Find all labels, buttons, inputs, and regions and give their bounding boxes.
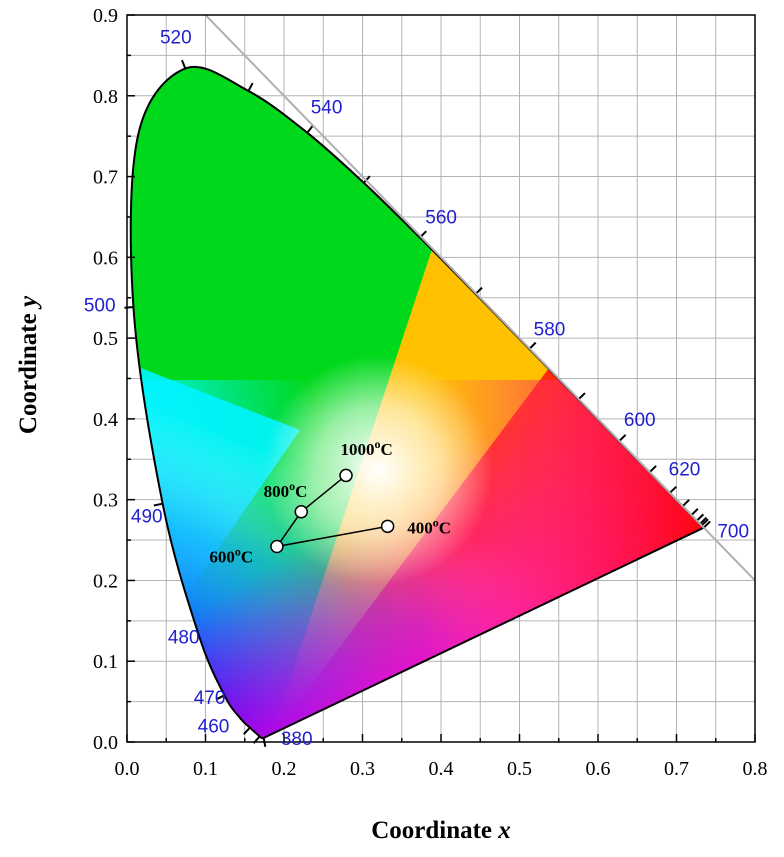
wavelength-label: 600 [624,410,656,431]
x-tick-label: 0.7 [664,758,689,780]
wavelength-tick [153,502,163,507]
x-axis-title: Coordinate x [371,817,511,844]
x-tick-label: 0.2 [272,758,297,780]
wavelength-label: 560 [425,207,457,228]
y-tick-label: 0.5 [93,328,118,350]
x-tick-label: 0.4 [429,758,454,780]
wavelength-tick [618,434,627,442]
data-point [270,539,284,554]
wavelength-tick [306,125,314,134]
wavelength-label: 540 [311,98,343,119]
wavelength-label: 490 [131,506,163,527]
wavelength-tick [648,465,657,473]
wavelength-tick [243,727,251,735]
wavelength-tick [215,694,225,701]
x-tick-label: 0.1 [193,758,218,780]
wavelength-label: 500 [84,295,116,316]
chromaticity-color-fill [130,66,704,739]
y-tick-label: 0.6 [93,247,118,269]
wavelength-label: 380 [281,729,313,750]
wavelength-labels: 380 460 470 480 490 500 520 540 560 580 600 620 700 [84,27,749,750]
axis-ticks [126,14,756,743]
y-tick-label: 0.9 [93,5,118,27]
boundary-line [204,15,755,582]
point-label: 600oC [209,545,253,567]
x-axis-tick-labels: 0.0 0.1 0.2 0.3 0.4 0.5 0.6 0.7 0.8 [115,758,768,780]
temperature-points [270,468,395,554]
wavelength-tick [699,516,708,525]
wavelength-label: 470 [194,688,226,709]
x-tick-label: 0.3 [350,758,375,780]
x-tick-label: 0.8 [743,758,768,780]
wavelength-label: 480 [168,627,200,648]
wavelength-tick [700,518,709,527]
data-point [294,505,309,519]
wavelength-tick [690,508,699,516]
x-tick-label: 0.5 [507,758,532,780]
wavelength-tick [703,520,711,529]
x-tick-label: 0.6 [586,758,611,780]
wavelength-tick [363,175,371,184]
x-tick-label: 0.0 [115,758,140,780]
temperature-series-line [275,474,388,548]
wavelength-tick [669,485,677,494]
y-tick-label: 0.1 [93,651,118,673]
wavelength-tick [124,306,134,309]
wavelength-tick [247,82,254,92]
wavelength-label: 620 [669,459,701,480]
data-point [380,519,395,534]
y-tick-label: 0.0 [93,732,118,754]
point-label: 1000oC [341,437,393,459]
y-tick-label: 0.7 [93,167,118,189]
wavelength-tick [696,513,705,522]
y-tick-label: 0.3 [93,490,118,512]
y-axis-tick-labels: 0.0 0.1 0.2 0.3 0.4 0.5 0.6 0.7 0.8 0.9 [93,5,118,754]
wavelength-tick [682,499,690,507]
point-label: 800oC [264,479,308,501]
wavelength-tick [181,59,187,69]
y-tick-label: 0.4 [93,409,118,431]
y-axis-title: Coordinate y [15,295,42,434]
wavelength-label: 460 [198,716,230,737]
wavelength-label: 580 [534,320,566,341]
wavelength-label: 520 [160,27,192,48]
point-label: 400oC [407,516,451,538]
wavelength-tick [577,392,586,401]
y-tick-label: 0.8 [93,86,118,108]
data-point [339,468,353,483]
wavelength-label: 700 [717,522,749,543]
temperature-point-labels: 400oC 600oC 800oC 1000oC [209,437,451,566]
y-tick-label: 0.2 [93,570,118,592]
wavelength-tick-marks [124,59,711,747]
